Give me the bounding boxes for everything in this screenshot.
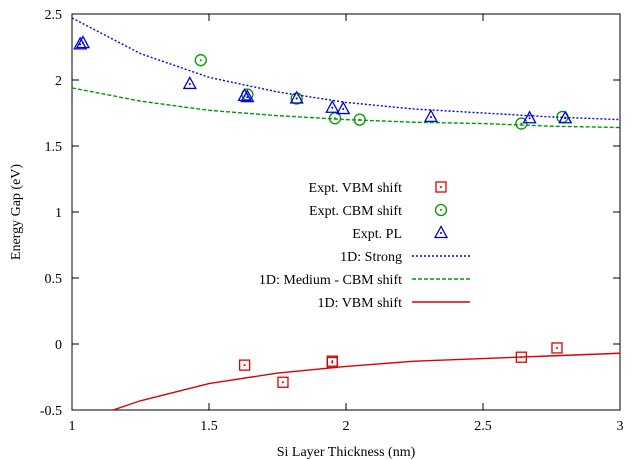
x-tick-label: 3 [617,419,624,434]
legend-marker-shape [434,203,448,217]
legend-marker-dot [440,232,442,234]
data-point-dot [295,97,298,100]
legend-marker [435,181,447,193]
data-point-dot [555,346,558,349]
x-tick-label: 1 [69,419,76,434]
data-point [277,376,289,388]
data-point-dot [199,59,202,62]
data-point-dot [246,96,249,99]
data-point [551,342,563,354]
data-point-shape [522,110,537,124]
legend-entry: Expt. VBM shift [309,181,447,196]
data-point-dot [281,381,284,384]
data-point-dot [79,43,82,46]
legend-entry: 1D: VBM shift [317,296,470,311]
data-point-shape [423,109,439,123]
y-tick-label: 2 [55,74,62,89]
series-line [112,352,620,410]
x-axis-label: Si Layer Thickness (nm) [277,445,416,460]
legend-label: 1D: VBM shift [317,296,402,311]
data-point [325,99,340,113]
data-point-dot [81,42,84,45]
data-point [515,117,528,130]
series-0 [238,342,563,388]
data-point-dot [243,364,246,367]
data-point-shape [325,99,340,113]
series-line [72,87,620,129]
series-2 [73,35,573,124]
series-1 [194,54,569,130]
legend-entry: Expt. CBM shift [309,203,448,219]
data-point-shape [182,76,197,90]
data-point [289,90,304,104]
y-tick-label: -0.5 [40,404,62,419]
legend-label: 1D: Medium - CBM shift [259,273,402,288]
y-tick-label: 0.5 [45,272,63,287]
data-point [194,54,207,67]
data-point [75,35,91,49]
legend-marker-dot [440,186,442,188]
legend-marker [433,225,449,239]
data-point-dot [520,122,523,125]
data-point [240,89,255,103]
data-point [423,109,439,123]
data-point-dot [342,108,345,111]
data-point-dot [331,106,334,109]
legend-entry: 1D: Medium - CBM shift [259,273,470,288]
series-4 [72,87,620,129]
data-point [522,110,537,124]
legend: Expt. VBM shift Expt. CBM shift Expt. PL 1D… [259,181,470,311]
legend-entry: Expt. PL [352,225,449,242]
legend-label: 1D: Strong [340,250,402,265]
data-point-dot [528,117,531,120]
legend-label: Expt. VBM shift [309,181,403,196]
legend-marker-shape [433,225,449,239]
data-point-shape [237,87,252,101]
y-axis-label: Energy Gap (eV) [9,164,24,260]
data-point-shape [289,90,304,104]
x-tick-label: 2 [343,419,350,434]
series-line [72,17,620,121]
series-5 [112,352,620,410]
data-point [336,101,351,115]
legend-marker [434,203,448,217]
data-point-shape [515,117,528,130]
x-tick-label: 1.5 [200,419,218,434]
legend-entry: 1D: Strong [340,250,470,265]
data-point [182,76,197,90]
legend-marker-shape [435,181,447,193]
y-tick-label: 0 [55,338,62,353]
data-point-dot [188,82,191,85]
y-tick-label: 1 [55,206,62,221]
data-point-dot [331,361,334,364]
data-point [238,359,251,371]
legend-label: Expt. CBM shift [309,204,402,219]
data-point-shape [194,54,207,67]
y-tick-labels: -0.5 0 0.5 1 1.5 2 2.5 [40,8,62,419]
data-point-shape [336,101,351,115]
data-point-shape [277,376,289,388]
data-point-shape [551,342,563,354]
data-point-shape [75,35,91,49]
x-tick-labels: 1 1.5 2 2.5 3 [69,419,624,434]
axis-ticks [71,13,621,411]
data-point-shape [238,359,251,371]
data-point-shape [240,89,255,103]
legend-marker-dot [440,209,442,211]
series-3 [72,17,620,121]
series-layer [72,17,620,410]
y-tick-label: 2.5 [45,8,63,23]
legend-label: Expt. PL [352,227,402,242]
data-point-dot [429,115,432,118]
y-tick-label: 1.5 [45,140,63,155]
x-tick-label: 2.5 [474,419,492,434]
